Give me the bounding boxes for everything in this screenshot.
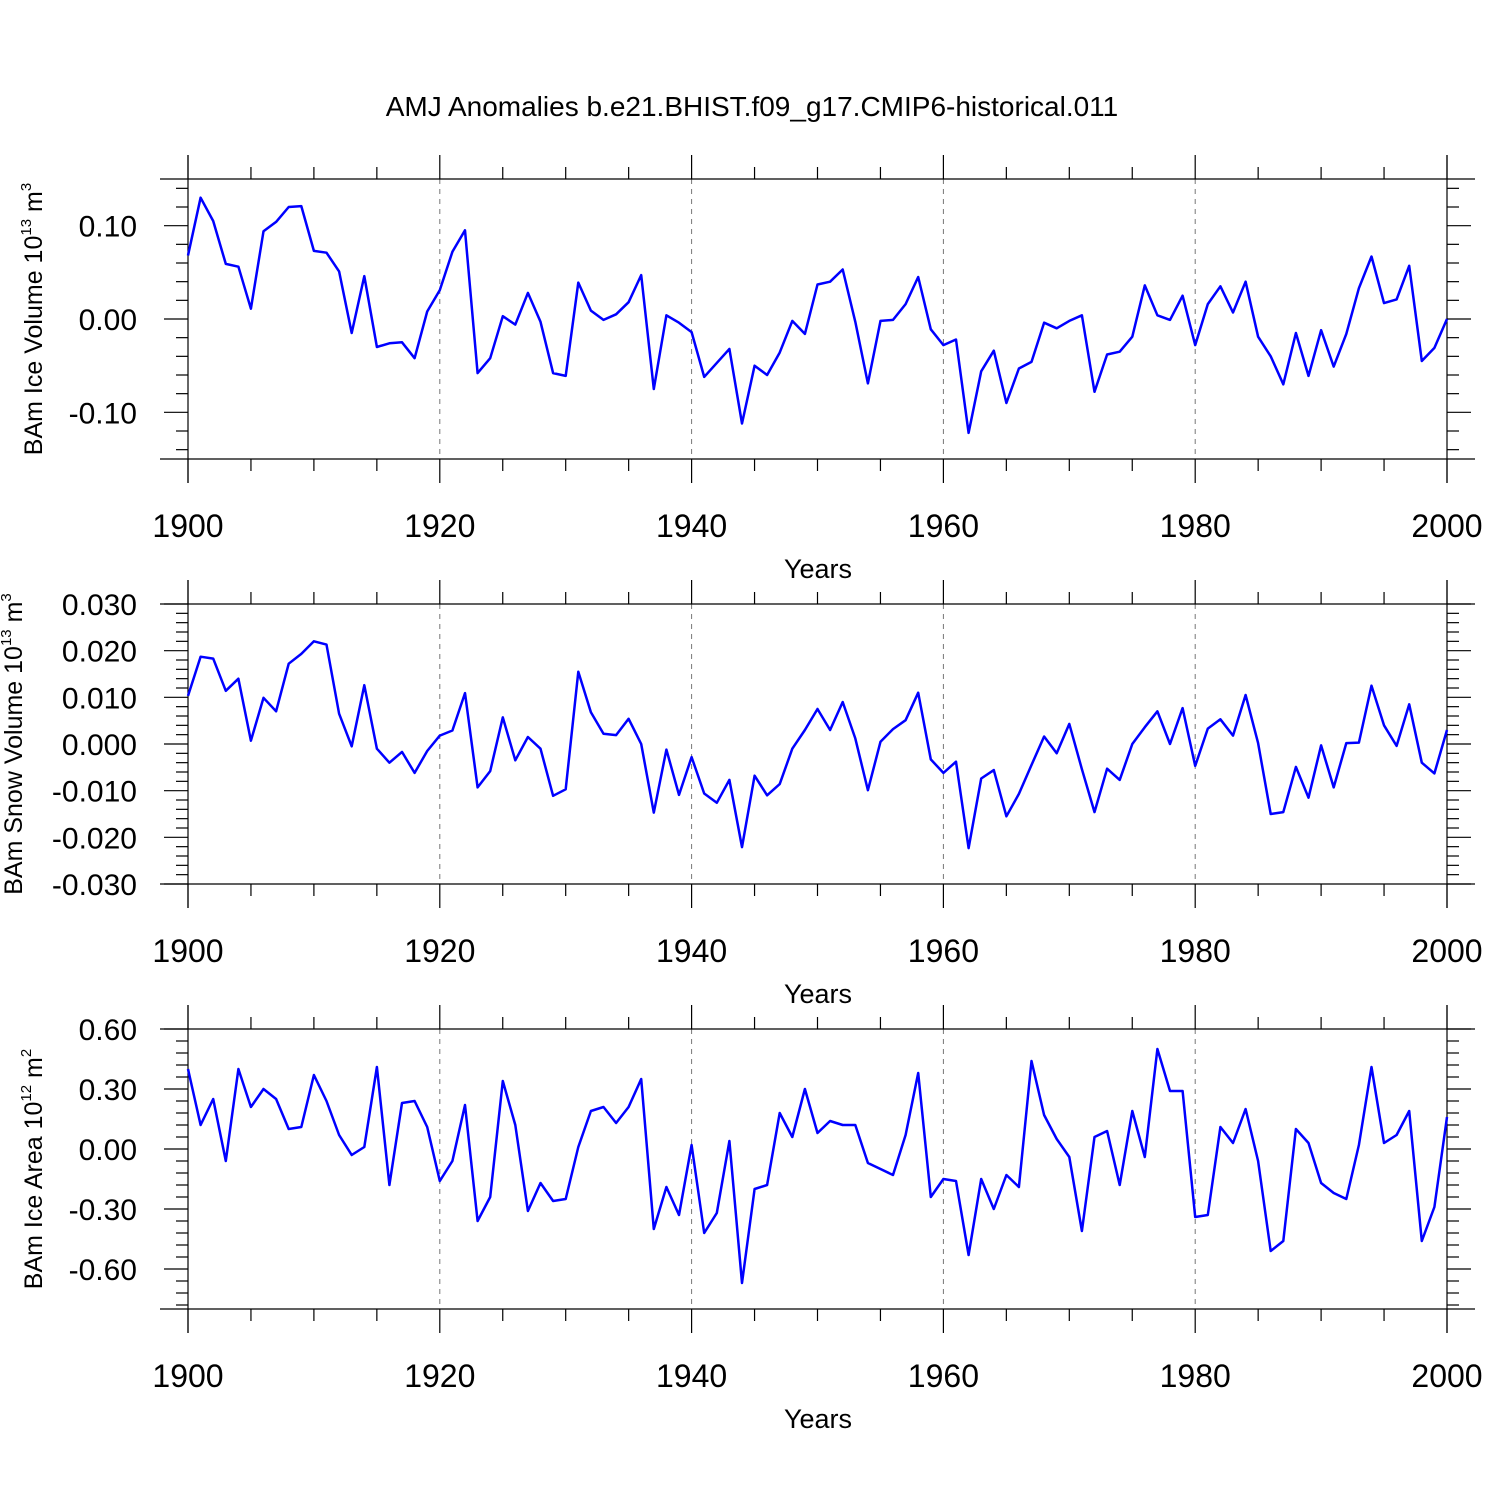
y-tick-label: -0.030 (52, 869, 137, 902)
x-tick-label: 1940 (656, 1358, 727, 1394)
x-axis-label: Years (784, 554, 852, 584)
y-tick-label: 0.00 (79, 1134, 137, 1167)
x-tick-label: 1920 (404, 1358, 475, 1394)
y-tick-label: 0.00 (79, 304, 137, 337)
y-tick-label: 0.10 (79, 211, 137, 244)
x-tick-label: 1920 (404, 508, 475, 544)
y-axis-label: BAm Ice Area 1012 m2 (18, 1049, 48, 1289)
x-tick-label: 1960 (908, 1358, 979, 1394)
series-line-snow-volume (186, 640, 1449, 850)
y-tick-label: 0.020 (62, 636, 137, 669)
y-tick-label: -0.60 (69, 1254, 137, 1287)
y-axis-label: BAm Snow Volume 1013 m3 (0, 593, 28, 895)
y-tick-label: -0.020 (52, 822, 137, 855)
x-tick-label: 1900 (152, 1358, 223, 1394)
y-tick-label: -0.30 (69, 1194, 137, 1227)
x-tick-label: 1900 (152, 933, 223, 969)
x-tick-label: 1940 (656, 933, 727, 969)
chart-title: AMJ Anomalies b.e21.BHIST.f09_g17.CMIP6-… (386, 91, 1119, 122)
x-tick-label: 1980 (1160, 508, 1231, 544)
x-tick-label: 1960 (908, 508, 979, 544)
y-tick-label: -0.010 (52, 776, 137, 809)
chart-panel-snow-volume: 1900 1920 1940 1960 1980 2000 0.030 0.020 0.010 0… (0, 580, 1483, 1009)
x-tick-label: 2000 (1411, 933, 1482, 969)
x-tick-label: 1900 (152, 508, 223, 544)
y-tick-label: 0.030 (62, 589, 137, 622)
chart-panel-ice-volume: 1900 1920 1940 1960 1980 2000 0.10 0.00 -0.10 Yea… (18, 155, 1483, 584)
x-tick-label: 1960 (908, 933, 979, 969)
y-tick-label: 0.000 (62, 729, 137, 762)
y-tick-label: -0.10 (69, 397, 137, 430)
x-tick-label: 1980 (1160, 1358, 1231, 1394)
y-tick-label: 0.010 (62, 682, 137, 715)
x-tick-label: 1920 (404, 933, 475, 969)
x-axis-label: Years (784, 1404, 852, 1434)
x-tick-label: 1980 (1160, 933, 1231, 969)
x-tick-label: 2000 (1411, 1358, 1482, 1394)
x-axis-label: Years (784, 979, 852, 1009)
x-tick-label: 1940 (656, 508, 727, 544)
chart-panel-ice-area: 1900 1920 1940 1960 1980 2000 0.60 0.30 0.00 -0.3… (18, 1005, 1483, 1434)
y-tick-label: 0.60 (79, 1014, 137, 1047)
y-tick-label: 0.30 (79, 1074, 137, 1107)
series-line-ice-area (186, 1047, 1449, 1285)
series-line-ice-volume (186, 196, 1449, 435)
y-axis-label: BAm Ice Volume 1013 m3 (18, 183, 48, 455)
x-tick-label: 2000 (1411, 508, 1482, 544)
